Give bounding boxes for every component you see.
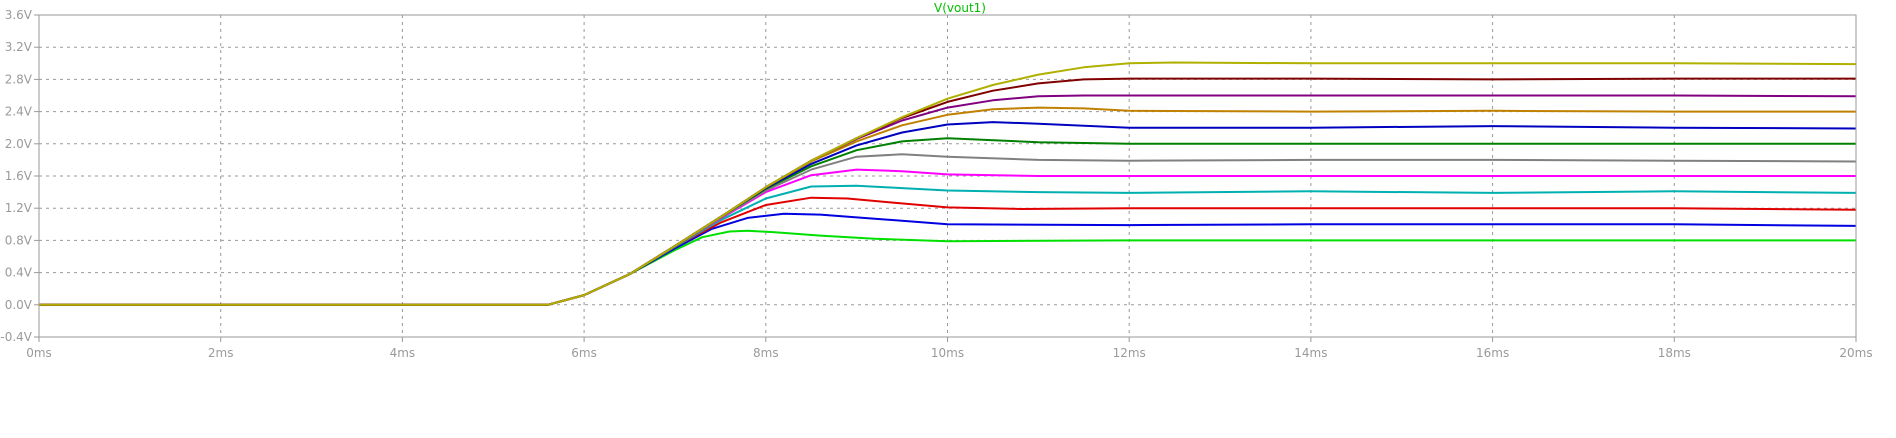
y-axis-ticks: -0.4V 0.0V 0.4V 0.8V 1.2V 1.6V 2.0V 2.4V 2.8V 3.2… [0, 8, 39, 344]
x-tick-label: 0ms [26, 346, 52, 360]
series-line-12 [39, 61, 1857, 306]
x-axis-ticks: 0ms 2ms 4ms 6ms 8ms 10ms 12ms 14ms 16ms 18ms 20ms [26, 337, 1873, 360]
y-tick-label: 3.6V [5, 8, 33, 22]
x-tick-label: 16ms [1476, 346, 1509, 360]
y-tick-label: 2.8V [5, 72, 33, 86]
chart-title: V(vout1) [934, 1, 986, 15]
y-tick-label: 1.6V [5, 169, 33, 183]
x-tick-label: 12ms [1113, 346, 1146, 360]
series-group [39, 61, 1857, 306]
y-tick-label: 1.2V [5, 201, 33, 215]
y-tick-label: 0.0V [5, 298, 33, 312]
x-tick-label: 8ms [753, 346, 779, 360]
x-tick-label: 4ms [390, 346, 416, 360]
x-tick-label: 18ms [1658, 346, 1691, 360]
y-tick-label: -0.4V [0, 330, 32, 344]
y-tick-label: 2.0V [5, 137, 33, 151]
x-tick-label: 10ms [931, 346, 964, 360]
x-tick-label: 2ms [208, 346, 234, 360]
y-tick-label: 2.4V [5, 105, 33, 119]
x-tick-label: 20ms [1839, 346, 1872, 360]
y-tick-label: 0.8V [5, 233, 33, 247]
x-tick-label: 6ms [571, 346, 597, 360]
y-tick-label: 0.4V [5, 266, 33, 280]
x-tick-label: 14ms [1294, 346, 1327, 360]
y-tick-label: 3.2V [5, 40, 33, 54]
